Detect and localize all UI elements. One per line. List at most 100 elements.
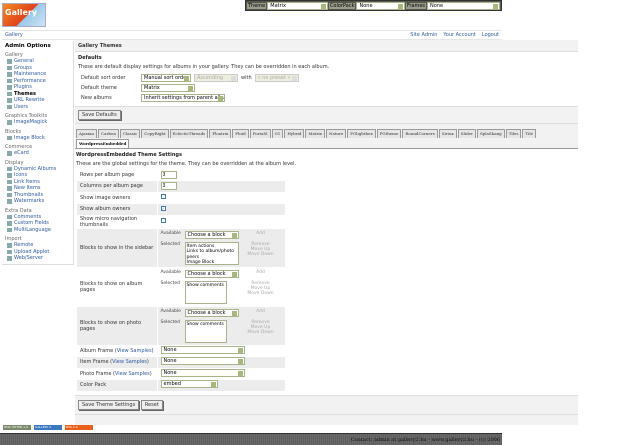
- save-theme-settings-button[interactable]: Save Theme Settings: [78, 399, 140, 410]
- sidebar-item-link-items[interactable]: Link Items: [5, 179, 70, 186]
- tab-slider[interactable]: Slider: [457, 129, 476, 138]
- tab-ajaxian[interactable]: Ajaxian: [76, 129, 98, 138]
- sidebar-item-maintenance[interactable]: Maintenance: [5, 71, 70, 78]
- your-account-link[interactable]: Your Account: [443, 32, 476, 38]
- album-move-down-button[interactable]: Move Down: [247, 290, 274, 296]
- save-defaults-button[interactable]: Save Defaults: [78, 110, 121, 120]
- sidebar-item-label[interactable]: Comments: [14, 213, 42, 220]
- tab-portals[interactable]: PortalS: [249, 129, 271, 138]
- sidebar-item-watermarks[interactable]: Watermarks: [5, 198, 70, 205]
- sidebar-item-label[interactable]: Watermarks: [14, 198, 45, 204]
- album-remove-button[interactable]: Remove: [251, 280, 270, 286]
- tab-carbon[interactable]: Carbon: [98, 129, 119, 138]
- tab-pgtheme[interactable]: PGtheme: [376, 129, 402, 138]
- reset-button[interactable]: Reset: [140, 399, 163, 410]
- photo-frame-samples-link[interactable]: View Samples: [114, 370, 150, 377]
- album-selected-list[interactable]: Show comments: [184, 280, 227, 304]
- sidebar-item-label[interactable]: New Items: [14, 185, 41, 191]
- sidebar-item-label[interactable]: Thumbnails: [14, 191, 44, 198]
- tab-fluid[interactable]: Fluid: [232, 129, 249, 138]
- sidebar-item-groups[interactable]: Groups: [5, 65, 70, 72]
- tab-eclecticthreads[interactable]: EclecticThreads: [169, 129, 209, 138]
- new-albums-select[interactable]: Inherit settings from parent album: [141, 94, 225, 102]
- photo-move-down-button[interactable]: Move Down: [247, 329, 274, 335]
- sidebar-add-button[interactable]: Add: [256, 230, 265, 236]
- rows-input[interactable]: [160, 170, 177, 179]
- tab-tile[interactable]: Tile: [522, 129, 536, 138]
- sidebar-item-dynamic-albums[interactable]: Dynamic Albums: [5, 166, 70, 173]
- album-available-select[interactable]: Choose a block: [184, 269, 239, 278]
- image-owners-checkbox[interactable]: [160, 194, 166, 200]
- sidebar-item-multilanguage[interactable]: MultiLanguage: [5, 227, 70, 234]
- sidebar-item-label[interactable]: Users: [14, 103, 29, 110]
- album-add-button[interactable]: Add: [256, 269, 265, 275]
- gallery-badge[interactable]: GALLERY 2: [34, 425, 62, 430]
- sidebar-item-themes[interactable]: Themes: [5, 91, 70, 98]
- sidebar-move-up-button[interactable]: Move Up: [250, 246, 271, 252]
- tab-pglightbox[interactable]: PGlightbox: [347, 129, 376, 138]
- gallery-logo[interactable]: Gallery: [2, 3, 46, 27]
- sidebar-item-label[interactable]: Web/Server: [14, 255, 43, 261]
- tab-splashang[interactable]: SplaShang: [476, 129, 505, 138]
- tab-roundcorners[interactable]: RoundCorners: [402, 129, 438, 138]
- photo-selected-list[interactable]: Show comments: [184, 319, 227, 343]
- sidebar-item-label[interactable]: Dynamic Albums: [14, 165, 57, 172]
- frames-select[interactable]: None: [427, 1, 501, 10]
- sidebar-item-plugins[interactable]: Plugins: [5, 84, 70, 91]
- sidebar-remove-button[interactable]: Remove: [251, 241, 270, 247]
- sidebar-item-custom-fields[interactable]: Custom Fields: [5, 220, 70, 227]
- sidebar-item-comments[interactable]: Comments: [5, 214, 70, 221]
- sidebar-item-label[interactable]: Image Block: [14, 134, 45, 141]
- photo-move-up-button[interactable]: Move Up: [250, 324, 271, 330]
- sidebar-item-label[interactable]: General: [14, 58, 34, 64]
- album-move-up-button[interactable]: Move Up: [250, 285, 271, 291]
- album-owners-checkbox[interactable]: ✓: [160, 206, 166, 212]
- album-frame-select[interactable]: None: [160, 345, 245, 354]
- tab-copyright[interactable]: CopyRight: [141, 129, 169, 138]
- photo-add-button[interactable]: Add: [256, 308, 265, 314]
- sidebar-item-remote[interactable]: Remote: [5, 242, 70, 249]
- columns-input[interactable]: [160, 182, 177, 191]
- album-frame-samples-link[interactable]: View Samples: [116, 347, 152, 354]
- logout-link[interactable]: Logout: [481, 32, 499, 38]
- photo-available-select[interactable]: Choose a block: [184, 308, 239, 317]
- sidebar-item-label[interactable]: Performance: [14, 77, 46, 84]
- sidebar-selected-list[interactable]: Item actions Links to album/photo peers …: [184, 241, 239, 265]
- sidebar-item-label[interactable]: Custom Fields: [14, 220, 49, 226]
- sidebar-item-performance[interactable]: Performance: [5, 78, 70, 85]
- sidebar-available-select[interactable]: Choose a block: [184, 230, 239, 239]
- preset-select[interactable]: « no preset »: [254, 74, 299, 82]
- tab-hybrid[interactable]: Hybrid: [284, 129, 305, 138]
- colorpack-select[interactable]: None: [356, 1, 405, 10]
- sidebar-item-ecard[interactable]: eCard: [5, 150, 70, 157]
- sidebar-item-label[interactable]: MultiLanguage: [14, 226, 51, 233]
- default-theme-select[interactable]: Matrix: [141, 84, 195, 92]
- tab-floatrix[interactable]: Floatrix: [209, 129, 232, 138]
- item-frame-select[interactable]: None: [160, 357, 245, 366]
- xhtml-badge[interactable]: W3C XHTML 1.0: [3, 425, 31, 430]
- sidebar-item-upload-applet[interactable]: Upload Applet: [5, 249, 70, 256]
- sidebar-move-down-button[interactable]: Move Down: [247, 251, 274, 257]
- rss-badge[interactable]: RSS 2.0: [65, 425, 93, 430]
- sidebar-item-label[interactable]: Icons: [14, 172, 28, 178]
- micro-nav-checkbox[interactable]: [160, 218, 166, 223]
- tab-wordpressembedded[interactable]: WordpressEmbedded: [76, 139, 130, 148]
- sidebar-item-icons[interactable]: Icons: [5, 172, 70, 179]
- sidebar-item-label[interactable]: Upload Applet: [14, 248, 50, 255]
- sidebar-item-label[interactable]: Maintenance: [14, 71, 47, 77]
- sidebar-item-label[interactable]: Plugins: [14, 84, 32, 90]
- sidebar-item-label[interactable]: URL Rewrite: [14, 97, 45, 103]
- sort-order-select[interactable]: Manual sort order: [141, 74, 191, 82]
- sidebar-item-image-block[interactable]: Image Block: [5, 135, 70, 142]
- tab-matrix[interactable]: Matrix: [305, 129, 325, 138]
- theme-select[interactable]: Matrix: [267, 1, 328, 10]
- sidebar-item-label[interactable]: Groups: [14, 64, 32, 71]
- sidebar-item-imagemagick[interactable]: ImageMagick: [5, 119, 70, 126]
- sort-direction-select[interactable]: Ascending: [194, 74, 238, 82]
- sidebar-item-general[interactable]: General: [5, 58, 70, 65]
- site-admin-link[interactable]: Site Admin: [410, 32, 438, 38]
- sidebar-item-url-rewrite[interactable]: URL Rewrite: [5, 97, 70, 104]
- tab-g1[interactable]: G1: [271, 129, 284, 138]
- tab-siriux[interactable]: Siriux: [438, 129, 457, 138]
- tab-nature[interactable]: Nature: [325, 129, 347, 138]
